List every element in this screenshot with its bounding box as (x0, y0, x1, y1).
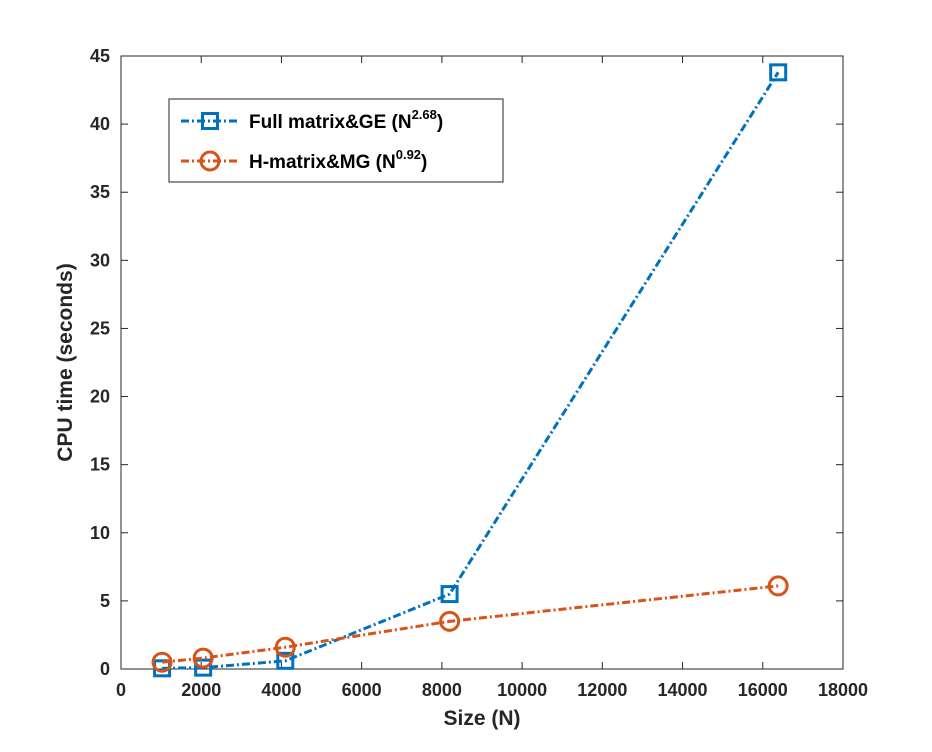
y-tick-label: 25 (90, 318, 110, 338)
data-point-square (201, 112, 219, 130)
data-point-square (276, 651, 295, 670)
data-point-circle (767, 575, 789, 597)
x-tick-label: 18000 (818, 680, 868, 700)
data-point-circle (439, 610, 461, 632)
legend-box (168, 98, 504, 183)
y-tick-label: 20 (90, 387, 110, 407)
x-tick-label: 8000 (422, 680, 462, 700)
x-tick-label: 6000 (342, 680, 382, 700)
x-tick-label: 0 (116, 680, 126, 700)
x-tick-label: 10000 (497, 680, 547, 700)
data-point-circle (274, 636, 296, 658)
y-tick-label: 30 (90, 250, 110, 270)
y-tick-label: 10 (90, 523, 110, 543)
y-axis: 0 5 10 15 20 25 30 35 40 45 (90, 46, 843, 679)
x-tick-label: 12000 (577, 680, 627, 700)
x-tick-label: 14000 (658, 680, 708, 700)
series-1 (151, 575, 789, 673)
legend-label-exponent: 0.92 (396, 147, 421, 162)
y-tick-label: 0 (100, 659, 110, 679)
data-point-circle (151, 651, 173, 673)
series-line (162, 71, 780, 670)
legend-label: Full matrix&GE (N2.68) (249, 107, 443, 133)
data-point-circle (199, 150, 221, 172)
x-tick-label: 2000 (181, 680, 221, 700)
legend-label: H-matrix&MG (N0.92) (249, 147, 427, 173)
legend-entries: Full matrix&GE (N2.68)H-matrix&MG (N0.92… (181, 107, 443, 173)
legend-label-exponent: 2.68 (412, 107, 437, 122)
x-tick-label: 16000 (738, 680, 788, 700)
series-layer (151, 63, 789, 678)
y-tick-label: 40 (90, 114, 110, 134)
legend-label-base: H-matrix&MG (N (249, 152, 396, 173)
x-axis: 0 2000 4000 6000 8000 10000 12000 14000 16000 180… (116, 56, 868, 700)
series-line (161, 584, 779, 664)
legend: Full matrix&GE (N2.68)H-matrix&MG (N0.92… (168, 98, 504, 183)
data-point-square (194, 658, 213, 677)
y-tick-label: 35 (90, 182, 110, 202)
data-point-square (769, 63, 788, 82)
x-axis-label: Size (N) (443, 707, 520, 730)
y-tick-label: 5 (100, 591, 110, 611)
legend-label-base: Full matrix&GE (N (249, 112, 412, 133)
x-tick-label: 4000 (261, 680, 301, 700)
y-axis-label: CPU time (seconds) (54, 263, 77, 461)
y-tick-label: 45 (90, 46, 110, 66)
legend-entry-0: Full matrix&GE (N2.68) (181, 107, 443, 133)
y-tick-label: 15 (90, 455, 110, 475)
data-point-square (440, 585, 459, 604)
legend-label-close: ) (421, 152, 427, 173)
data-point-circle (192, 647, 214, 669)
legend-label-close: ) (437, 112, 443, 133)
legend-entry-1: H-matrix&MG (N0.92) (181, 147, 427, 173)
